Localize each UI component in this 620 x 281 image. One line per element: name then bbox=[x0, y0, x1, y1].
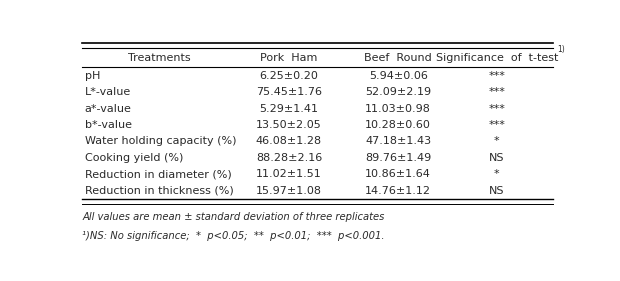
Text: 1): 1) bbox=[557, 45, 565, 54]
Text: Significance  of  t-test: Significance of t-test bbox=[435, 53, 558, 63]
Text: 89.76±1.49: 89.76±1.49 bbox=[365, 153, 432, 163]
Text: 14.76±1.12: 14.76±1.12 bbox=[365, 186, 432, 196]
Text: Cooking yield (%): Cooking yield (%) bbox=[85, 153, 183, 163]
Text: 47.18±1.43: 47.18±1.43 bbox=[365, 137, 432, 146]
Text: a*-value: a*-value bbox=[85, 103, 131, 114]
Text: All values are mean ± standard deviation of three replicates: All values are mean ± standard deviation… bbox=[82, 212, 384, 222]
Text: ***: *** bbox=[489, 120, 505, 130]
Text: NS: NS bbox=[489, 153, 505, 163]
Text: 11.02±1.51: 11.02±1.51 bbox=[256, 169, 322, 180]
Text: Reduction in diameter (%): Reduction in diameter (%) bbox=[85, 169, 231, 180]
Text: Reduction in thickness (%): Reduction in thickness (%) bbox=[85, 186, 234, 196]
Text: 11.03±0.98: 11.03±0.98 bbox=[365, 103, 431, 114]
Text: ***: *** bbox=[489, 71, 505, 80]
Text: *: * bbox=[494, 169, 500, 180]
Text: 6.25±0.20: 6.25±0.20 bbox=[260, 71, 318, 80]
Text: 75.45±1.76: 75.45±1.76 bbox=[256, 87, 322, 97]
Text: ***: *** bbox=[489, 103, 505, 114]
Text: Pork  Ham: Pork Ham bbox=[260, 53, 317, 63]
Text: 15.97±1.08: 15.97±1.08 bbox=[256, 186, 322, 196]
Text: NS: NS bbox=[489, 186, 505, 196]
Text: 52.09±2.19: 52.09±2.19 bbox=[365, 87, 432, 97]
Text: 10.28±0.60: 10.28±0.60 bbox=[365, 120, 431, 130]
Text: b*-value: b*-value bbox=[85, 120, 131, 130]
Text: Water holding capacity (%): Water holding capacity (%) bbox=[85, 137, 236, 146]
Text: 5.29±1.41: 5.29±1.41 bbox=[259, 103, 319, 114]
Text: pH: pH bbox=[85, 71, 100, 80]
Text: L*-value: L*-value bbox=[85, 87, 131, 97]
Text: 5.94±0.06: 5.94±0.06 bbox=[369, 71, 428, 80]
Text: 88.28±2.16: 88.28±2.16 bbox=[256, 153, 322, 163]
Text: Beef  Round: Beef Round bbox=[365, 53, 432, 63]
Text: 10.86±1.64: 10.86±1.64 bbox=[365, 169, 431, 180]
Text: ¹)NS: No significance;  *  p<0.05;  **  p<0.01;  ***  p<0.001.: ¹)NS: No significance; * p<0.05; ** p<0.… bbox=[82, 231, 385, 241]
Text: 13.50±2.05: 13.50±2.05 bbox=[256, 120, 322, 130]
Text: *: * bbox=[494, 137, 500, 146]
Text: ***: *** bbox=[489, 87, 505, 97]
Text: Treatments: Treatments bbox=[128, 53, 190, 63]
Text: 46.08±1.28: 46.08±1.28 bbox=[256, 137, 322, 146]
